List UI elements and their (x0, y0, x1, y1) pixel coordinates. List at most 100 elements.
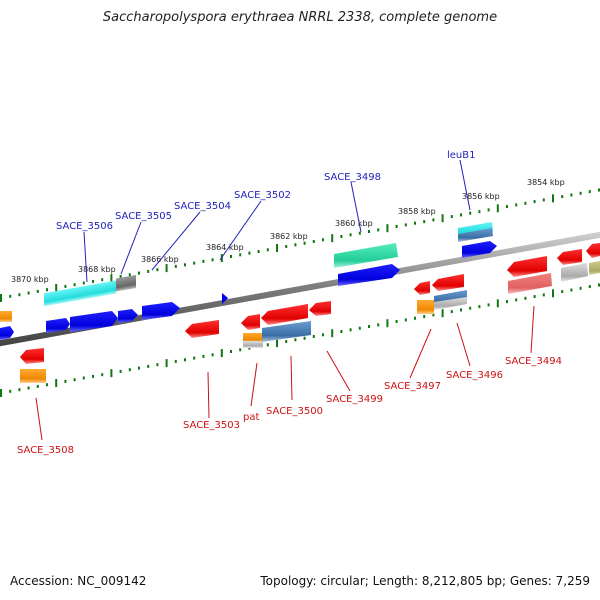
gene-sace-3494-pink[interactable] (508, 273, 552, 294)
top-scale-tick (312, 240, 315, 243)
bottom-scale-tick (147, 364, 150, 368)
bottom-scale-tick (524, 296, 527, 300)
gene-sace-3494[interactable] (507, 256, 547, 277)
label-sace-3494[interactable]: SACE_3494 (505, 356, 562, 367)
top-scale-tick (460, 213, 462, 217)
gene-leub1-c[interactable] (462, 241, 497, 258)
gene-sace-3503[interactable] (185, 320, 219, 338)
scale-label: 3854 kbp (527, 178, 565, 187)
bottom-scale-tick (156, 363, 159, 367)
bottom-scale-tick (487, 303, 490, 307)
scale-label: 3862 kbp (270, 232, 308, 241)
gene-sace-3505b[interactable] (118, 309, 138, 323)
gene-pat-gray[interactable] (243, 341, 263, 348)
label-sace-3505[interactable]: SACE_3505 (115, 211, 172, 222)
gene-sace-3500-steel[interactable] (262, 321, 311, 342)
gene-right-gray[interactable] (561, 263, 588, 282)
top-scale-tick (285, 245, 288, 248)
bottom-scale-tick (598, 283, 600, 287)
bottom-scale-tick (386, 319, 389, 328)
gene-left-partial-blue[interactable] (0, 326, 14, 340)
label-sace-3497[interactable]: SACE_3497 (384, 381, 441, 392)
label-leub1[interactable]: leuB1 (447, 150, 476, 161)
gene-right-olive[interactable] (589, 261, 600, 275)
label-sace-3499[interactable]: SACE_3499 (326, 394, 383, 405)
top-scale-tick (156, 268, 159, 272)
top-scale-tick (184, 263, 186, 267)
top-scale-tick (570, 193, 573, 197)
top-scale-tick (349, 233, 352, 237)
top-scale-tick (147, 269, 150, 273)
gene-right-red-2[interactable] (586, 243, 600, 258)
label-sace-3504[interactable]: SACE_3504 (174, 201, 231, 212)
bottom-scale-tick (110, 369, 113, 378)
gene-sace-3497b[interactable] (432, 274, 464, 291)
top-scale-tick (165, 264, 168, 273)
label-sace-3502[interactable]: SACE_3502 (234, 190, 291, 201)
bottom-scale-tick (248, 346, 251, 350)
top-scale-tick (101, 278, 104, 282)
bottom-scale-tick (303, 336, 306, 340)
top-scale-tick (432, 218, 435, 222)
gene-left-partial-orange[interactable] (0, 311, 12, 322)
gene-sace-3496-gray[interactable] (434, 297, 467, 310)
gene-pat-orange[interactable] (243, 333, 263, 343)
bottom-scale-tick (450, 310, 453, 314)
bottom-scale-tick (515, 298, 518, 302)
gene-sace-3499[interactable] (309, 301, 331, 316)
top-scale-tick (202, 259, 205, 263)
gene-sace-3497-orange[interactable] (417, 300, 434, 314)
bottom-scale-tick (312, 335, 315, 338)
gene-sace-3506b[interactable] (46, 318, 70, 333)
gene-pat[interactable] (241, 314, 260, 330)
scale-label: 3858 kbp (398, 207, 436, 216)
gene-right-red-1[interactable] (557, 249, 582, 265)
bottom-scale-tick (128, 368, 131, 372)
bottom-scale-tick (285, 340, 288, 343)
bottom-scale-tick (368, 325, 370, 328)
bottom-scale-tick (184, 358, 186, 362)
label-sace-3496[interactable]: SACE_3496 (446, 370, 503, 381)
top-scale-tick (598, 188, 600, 192)
gene-sace-3498b[interactable] (338, 264, 400, 286)
label-pat[interactable]: pat (243, 412, 259, 423)
top-scale-tick (395, 225, 398, 228)
label-sace-3498[interactable]: SACE_3498 (324, 172, 381, 183)
gene-leub1-b[interactable] (458, 228, 493, 242)
scale-label: 3856 kbp (462, 192, 500, 201)
gene-sace-3502[interactable] (222, 293, 228, 304)
label-sace-3500[interactable]: SACE_3500 (266, 406, 323, 417)
gene-sace-3508[interactable] (20, 348, 44, 364)
label-sace-3506[interactable]: SACE_3506 (56, 221, 113, 232)
gene-sace-3504[interactable] (142, 302, 180, 320)
scale-label: 3860 kbp (335, 219, 373, 228)
top-scale-tick (138, 271, 140, 275)
gene-sace-3498[interactable] (334, 243, 398, 268)
top-scale-tick (27, 291, 30, 295)
gene-sace-3497[interactable] (414, 281, 430, 295)
top-scale-tick (340, 235, 343, 238)
top-scale-tick (552, 194, 554, 203)
bottom-scale-tick (239, 348, 242, 352)
gene-sace-3505[interactable] (70, 311, 118, 332)
bottom-scale-tick (496, 299, 499, 308)
gene-sace-3508-orange[interactable] (20, 369, 46, 383)
top-scale-tick (561, 195, 564, 199)
label-sace-3508[interactable]: SACE_3508 (17, 445, 74, 456)
top-scale-tick (174, 264, 177, 268)
top-scale-tick (423, 220, 426, 224)
top-scale-tick (55, 284, 58, 292)
gene-sace-3506[interactable] (44, 280, 116, 307)
bottom-scale-tick (552, 289, 554, 298)
bottom-scale-tick (579, 286, 582, 290)
label-sace-3503[interactable]: SACE_3503 (183, 420, 240, 431)
gene-sace-3500[interactable] (261, 304, 308, 325)
bottom-scale-tick (570, 288, 573, 292)
gene-sace-3506-tail[interactable] (116, 275, 136, 292)
top-scale-tick (239, 253, 242, 257)
bottom-scale-tick (36, 384, 39, 388)
bottom-scale-tick (395, 320, 398, 323)
top-scale-tick (266, 248, 269, 252)
bottom-scale-tick (138, 366, 140, 370)
